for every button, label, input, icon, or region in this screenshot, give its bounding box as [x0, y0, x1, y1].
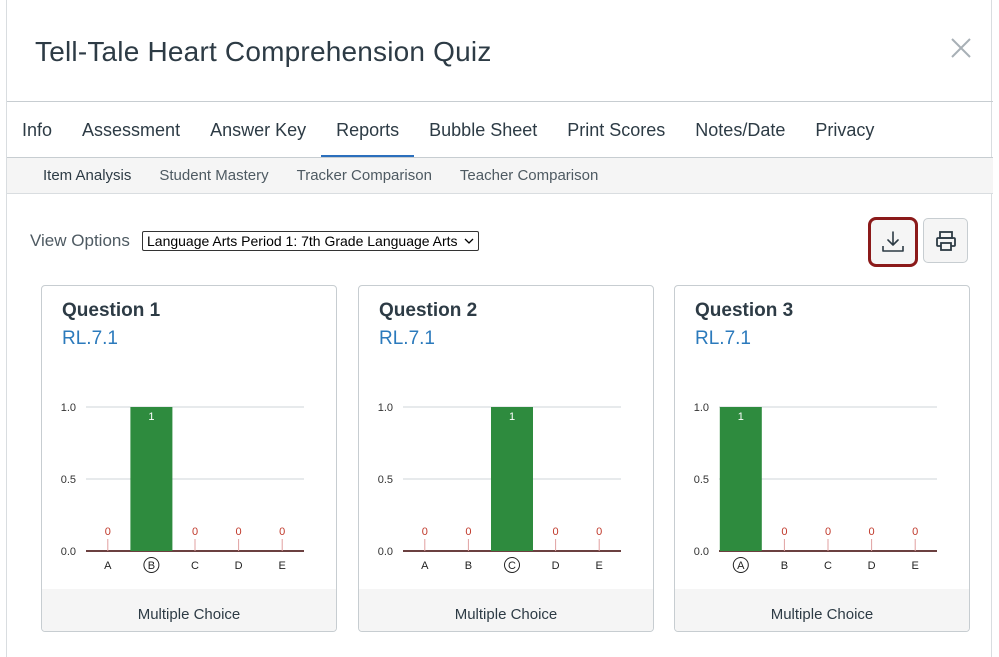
- item-analysis-chart: 0.0 0.5 1.0 0 A 1 B 0 C 0 D 0 E: [61, 402, 304, 573]
- question-card: Question 3 RL.7.1 0.0 0.5 1.0 1 A 0 B 0 C 0 D 0 E Mu…: [674, 285, 970, 632]
- header-divider: [7, 101, 993, 102]
- bar-value-label: 0: [553, 526, 559, 538]
- bar: [491, 407, 533, 551]
- y-tick-label: 1.0: [378, 402, 393, 414]
- x-tick-label: D: [552, 560, 560, 572]
- item-analysis-chart: 0.0 0.5 1.0 0 A 0 B 1 C 0 D 0 E: [378, 402, 621, 573]
- x-tick-label: A: [421, 560, 429, 572]
- x-tick-label: E: [279, 560, 286, 572]
- class-select[interactable]: Language Arts Period 1: 7th Grade Langua…: [142, 231, 479, 251]
- bar-value-label: 0: [596, 526, 602, 538]
- item-analysis-chart: 0.0 0.5 1.0 1 A 0 B 0 C 0 D 0 E: [694, 402, 937, 573]
- bar-value-label: 0: [105, 526, 111, 538]
- standard-link[interactable]: RL.7.1: [62, 328, 118, 349]
- question-type: Multiple Choice: [359, 589, 653, 631]
- question-type: Multiple Choice: [675, 589, 969, 631]
- question-card: Question 1 RL.7.1 0.0 0.5 1.0 0 A 1 B 0 C 0 D 0 E Mu…: [41, 285, 337, 632]
- question-title: Question 3: [695, 300, 794, 321]
- question-type: Multiple Choice: [42, 589, 336, 631]
- x-tick-label: B: [781, 560, 788, 572]
- modal-title: Tell-Tale Heart Comprehension Quiz: [35, 36, 492, 67]
- y-tick-label: 0.0: [378, 546, 393, 558]
- question-card: Question 2 RL.7.1 0.0 0.5 1.0 0 A 0 B 1 C 0 D 0 E Mu…: [358, 285, 654, 632]
- view-options-label: View Options: [30, 231, 130, 250]
- bar-value-label: 0: [192, 526, 198, 538]
- y-tick-label: 0.5: [61, 474, 76, 486]
- quiz-modal: Tell-Tale Heart Comprehension Quiz Info …: [6, 0, 993, 657]
- bar-value-label: 0: [912, 526, 918, 538]
- y-tick-label: 0.5: [378, 474, 393, 486]
- subtab-student-mastery[interactable]: Student Mastery: [159, 167, 269, 184]
- x-tick-label: C: [508, 560, 516, 572]
- tab-answer-key[interactable]: Answer Key: [210, 120, 307, 140]
- tab-reports[interactable]: Reports: [321, 102, 415, 158]
- bar: [130, 407, 173, 551]
- subtab-teacher-comparison[interactable]: Teacher Comparison: [459, 167, 599, 184]
- bar-value-label: 0: [279, 526, 285, 538]
- x-tick-label: B: [465, 560, 472, 572]
- tab-bubble-sheet[interactable]: Bubble Sheet: [429, 120, 538, 140]
- bar-value-label: 0: [825, 526, 831, 538]
- x-tick-label: E: [596, 560, 603, 572]
- x-tick-label: C: [191, 560, 199, 572]
- close-icon[interactable]: [947, 34, 975, 62]
- bar-value-label: 0: [781, 526, 787, 538]
- report-subtabs: Item Analysis Student Mastery Tracker Co…: [7, 158, 993, 194]
- bar-value-label: 1: [148, 411, 154, 423]
- tab-print-scores[interactable]: Print Scores: [567, 120, 666, 140]
- x-tick-label: A: [104, 560, 112, 572]
- correct-answer-circle: [143, 557, 160, 573]
- y-tick-label: 0.5: [694, 474, 709, 486]
- y-tick-label: 1.0: [61, 402, 76, 414]
- subtab-tracker-comparison[interactable]: Tracker Comparison: [296, 167, 432, 184]
- tab-assessment[interactable]: Assessment: [82, 120, 181, 140]
- bar-value-label: 1: [509, 411, 515, 423]
- x-tick-label: A: [737, 560, 745, 572]
- y-tick-label: 0.0: [694, 546, 709, 558]
- x-tick-label: B: [148, 560, 155, 572]
- question-title: Question 1: [62, 300, 161, 321]
- bar-value-label: 0: [422, 526, 428, 538]
- tab-notes-date[interactable]: Notes/Date: [695, 120, 786, 140]
- subtab-item-analysis[interactable]: Item Analysis: [43, 167, 132, 184]
- x-tick-label: C: [824, 560, 832, 572]
- tab-privacy[interactable]: Privacy: [815, 120, 875, 140]
- download-button[interactable]: [868, 217, 918, 267]
- main-tabs: Info Assessment Answer Key Reports Bubbl…: [7, 102, 889, 158]
- bar-value-label: 0: [465, 526, 471, 538]
- tab-info[interactable]: Info: [22, 120, 53, 140]
- y-tick-label: 0.0: [61, 546, 76, 558]
- question-title: Question 2: [379, 300, 478, 321]
- correct-answer-circle: [732, 557, 749, 573]
- standard-link[interactable]: RL.7.1: [379, 328, 435, 349]
- x-tick-label: E: [912, 560, 919, 572]
- bar-value-label: 1: [738, 411, 744, 423]
- bar-value-label: 0: [236, 526, 242, 538]
- y-tick-label: 1.0: [694, 402, 709, 414]
- chevron-down-icon: [464, 238, 474, 244]
- print-button[interactable]: [923, 218, 968, 263]
- x-tick-label: D: [235, 560, 243, 572]
- class-select-value: Language Arts Period 1: 7th Grade Langua…: [147, 233, 458, 249]
- standard-link[interactable]: RL.7.1: [695, 328, 751, 349]
- correct-answer-circle: [504, 557, 520, 573]
- bar-value-label: 0: [869, 526, 875, 538]
- x-tick-label: D: [868, 560, 876, 572]
- bar: [719, 407, 762, 551]
- printer-icon: [935, 230, 956, 251]
- tabs-divider: [7, 157, 993, 158]
- download-icon: [882, 231, 904, 252]
